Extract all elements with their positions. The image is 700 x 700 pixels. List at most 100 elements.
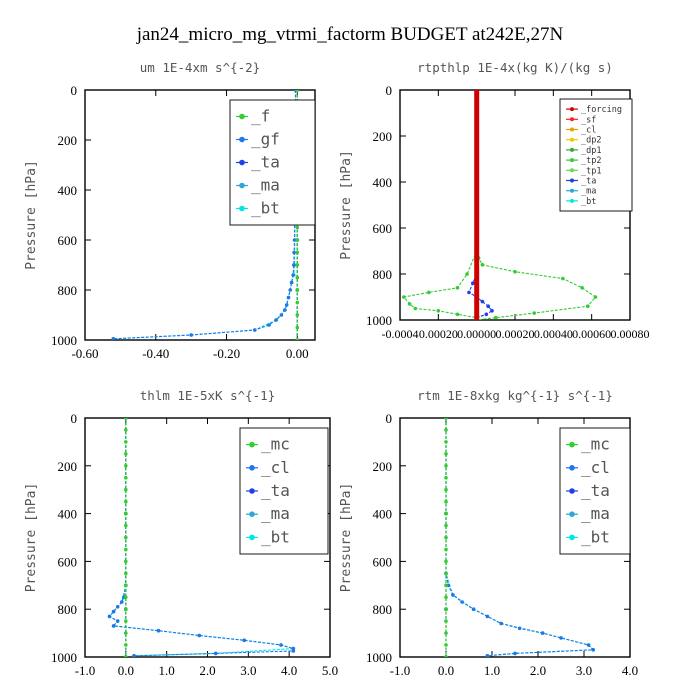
legend-marker	[570, 147, 574, 152]
data-point-forcing	[474, 110, 479, 116]
y-tick-label: 200	[373, 459, 393, 474]
chart-panel-3: thlm 1E-5xK s^{-1} Pressure [hPa] 0 200 400 6…	[24, 388, 338, 678]
x-tick-label: 1.0	[159, 663, 175, 678]
y-tick-label: 600	[58, 554, 78, 569]
y-axis-label: Pressure [hPa]	[339, 150, 354, 260]
x-tick-label: 0.00080	[611, 327, 650, 341]
data-point-f	[295, 325, 300, 330]
series-group	[444, 418, 595, 657]
y-tick-label: 800	[58, 602, 78, 617]
data-point-mc	[124, 547, 128, 552]
data-point-mc	[124, 607, 128, 611]
data-point-gf	[292, 263, 296, 267]
data-point-cl	[485, 614, 490, 619]
y-tick-label: 400	[373, 507, 393, 522]
data-point-forcing	[474, 179, 479, 185]
x-tick-label: 0.00040	[534, 327, 573, 341]
legend-marker	[249, 534, 255, 541]
legend-label: _tp2	[581, 156, 601, 166]
legend-marker	[569, 511, 575, 517]
data-point-gf	[292, 250, 296, 255]
data-point-ta	[471, 281, 475, 286]
legend-label: _ta	[581, 177, 596, 187]
data-point-ta	[486, 304, 491, 309]
data-point-mc	[444, 571, 448, 576]
data-point-mc	[124, 452, 128, 456]
legend-marker	[570, 158, 574, 163]
data-point-mc	[124, 655, 128, 657]
x-tick-label: 2.0	[530, 663, 546, 678]
x-tick-label: -1.0	[75, 663, 96, 678]
y-tick-label: 1000	[366, 650, 392, 665]
panel-title: um 1E-4xm s^{-2}	[140, 60, 260, 75]
data-point-forcing	[474, 90, 479, 93]
data-point-ta	[484, 312, 489, 317]
y-tick-label: 1000	[51, 333, 77, 348]
y-axis-label: Pressure [hPa]	[24, 160, 39, 270]
legend-label: _forcing	[581, 105, 622, 115]
legend-label: _cl	[581, 126, 596, 136]
data-point-cl	[197, 633, 202, 638]
data-point-cl	[115, 619, 120, 623]
data-point-forcing	[474, 225, 479, 231]
x-tick-label: -0.20	[213, 346, 240, 361]
data-point-mc	[444, 619, 448, 623]
data-point-f	[295, 90, 300, 92]
data-point-mc	[444, 607, 448, 611]
legend-label: _bt	[581, 527, 610, 546]
series-line-ta	[468, 90, 493, 320]
data-point-mc	[124, 511, 128, 516]
y-tick-label: 200	[373, 129, 393, 144]
data-point-mc	[124, 571, 128, 576]
data-point-forcing	[474, 317, 479, 320]
data-point-ta	[490, 309, 494, 313]
data-point-tp2	[402, 295, 406, 299]
legend-label: _tp1	[581, 166, 601, 176]
data-point-tp2	[532, 311, 536, 315]
y-tick-label: 1000	[366, 313, 392, 328]
panel-title: rtpthlp 1E-4x(kg K)/(kg s)	[417, 60, 613, 75]
x-tick-label: 0.00020	[419, 327, 458, 341]
data-point-forcing	[474, 156, 479, 162]
data-point-cl	[213, 651, 218, 656]
y-tick-label: 0	[71, 83, 78, 98]
data-point-tp2	[593, 295, 598, 299]
data-point-mc	[444, 440, 448, 444]
data-point-forcing	[474, 214, 479, 219]
data-point-mc	[124, 535, 128, 540]
legend-marker	[249, 465, 255, 471]
data-point-tp2	[455, 286, 460, 290]
data-point-gf	[284, 303, 289, 307]
data-point-tp2	[407, 302, 412, 306]
legend-marker	[569, 488, 575, 494]
data-point-mc	[444, 499, 448, 504]
data-point-mc	[444, 418, 448, 420]
data-point-mc	[124, 464, 128, 468]
data-point-forcing	[474, 145, 479, 150]
legend-label: _gf	[251, 130, 280, 149]
x-tick-label: 0.00020	[496, 327, 535, 341]
legend-marker	[239, 113, 245, 120]
x-tick-label: 0.00	[286, 346, 309, 361]
legend-label: _ta	[251, 153, 280, 172]
data-point-mc	[124, 499, 128, 504]
x-tick-label: 4.0	[281, 663, 297, 678]
data-point-tp2	[465, 272, 469, 276]
x-tick-label: 0.0	[118, 663, 134, 678]
legend-label: _ma	[261, 504, 290, 523]
x-tick-label: -0.40	[142, 346, 169, 361]
x-tick-label: 0.0	[438, 663, 454, 678]
x-tick-label: 3.0	[240, 663, 256, 678]
panel-title: rtm 1E-8xkg kg^{-1} s^{-1}	[417, 388, 613, 403]
data-point-mc	[124, 583, 128, 588]
data-point-f	[295, 263, 300, 267]
data-point-gf	[283, 308, 287, 312]
data-point-tp2	[413, 306, 418, 311]
data-point-gf	[292, 238, 297, 242]
y-tick-label: 600	[58, 233, 78, 248]
data-point-mc	[124, 487, 128, 492]
y-tick-label: 600	[373, 554, 393, 569]
data-point-forcing	[474, 260, 479, 265]
data-point-gf	[253, 328, 257, 332]
